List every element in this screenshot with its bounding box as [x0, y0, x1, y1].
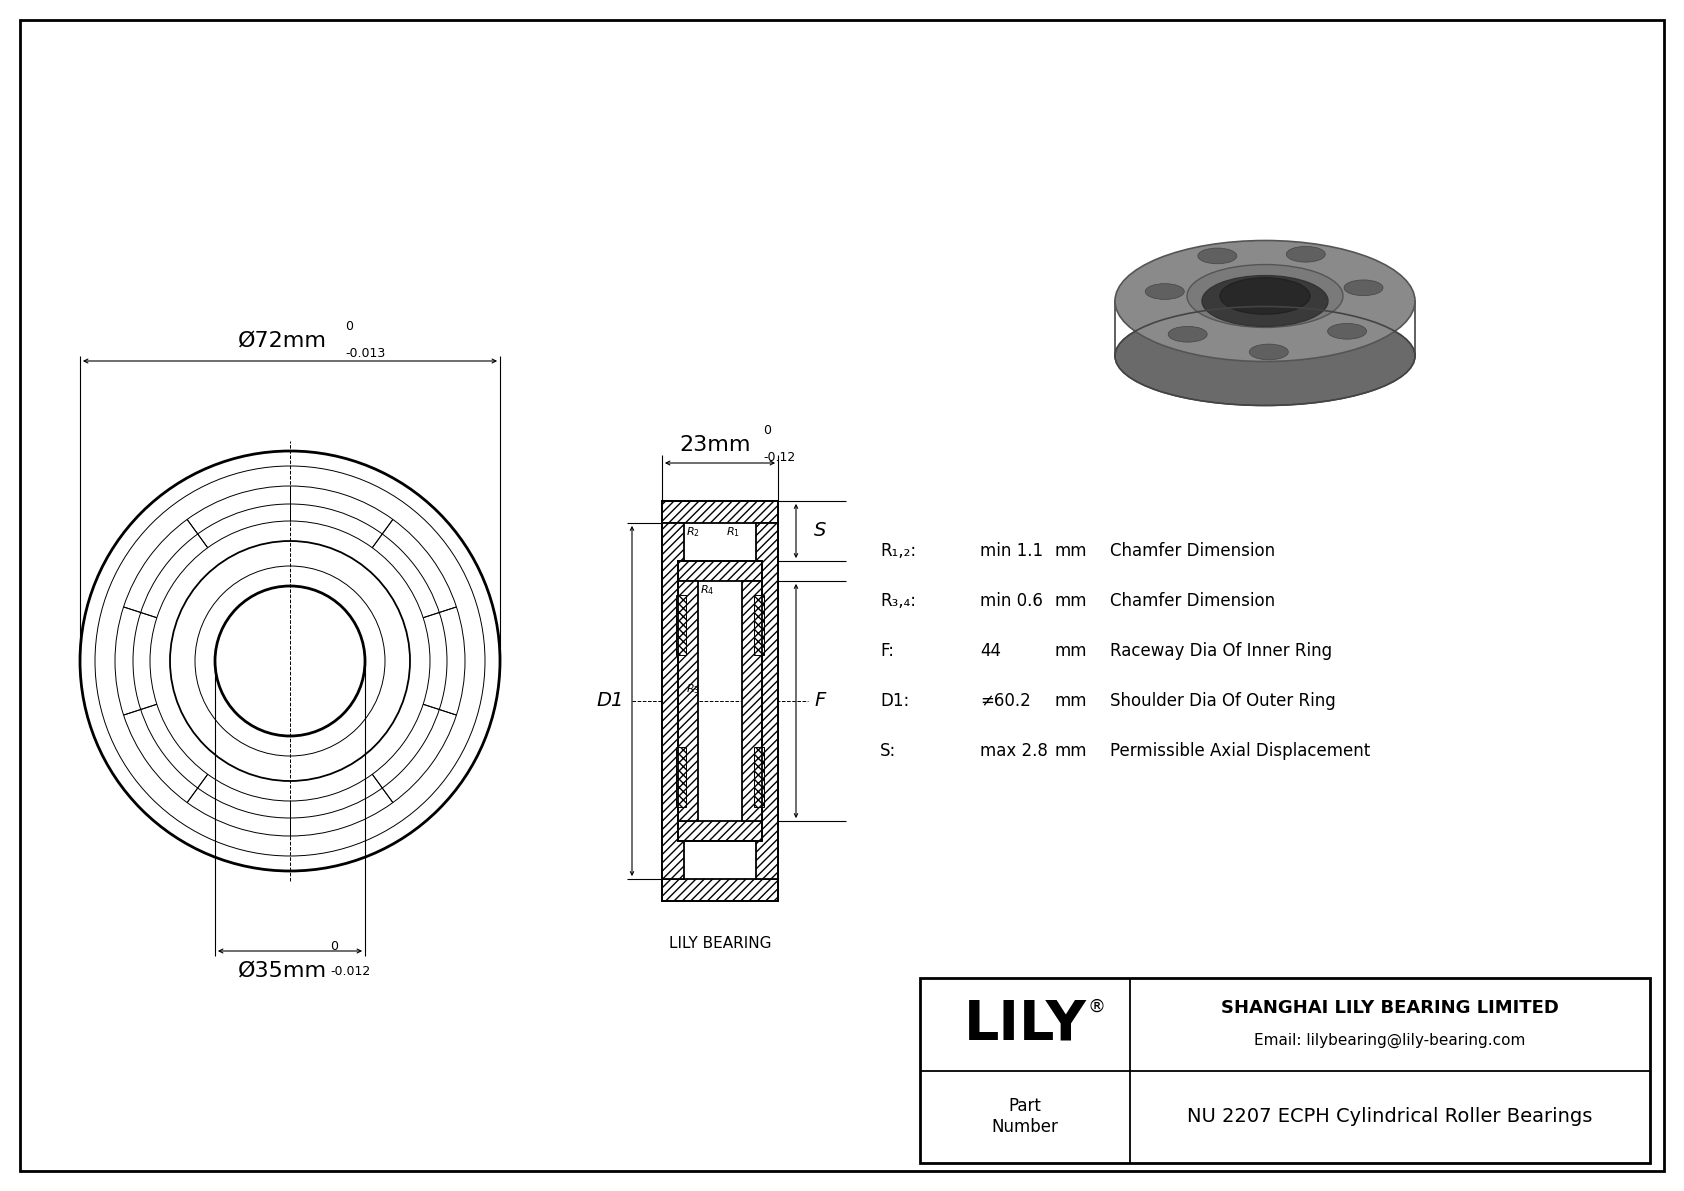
Text: F: F	[813, 692, 825, 711]
Text: R₁,₂:: R₁,₂:	[881, 542, 916, 560]
Text: ®: ®	[1086, 997, 1105, 1015]
Text: 0: 0	[330, 940, 338, 953]
Bar	[754, 747, 765, 807]
Text: Part
Number: Part Number	[992, 1097, 1059, 1136]
Text: D1: D1	[596, 692, 625, 711]
Text: $R_4$: $R_4$	[701, 584, 714, 597]
Text: R₃,₄:: R₃,₄:	[881, 592, 916, 610]
Bar	[679, 561, 761, 581]
Text: Permissible Axial Displacement: Permissible Axial Displacement	[1110, 742, 1371, 760]
Ellipse shape	[1187, 264, 1344, 328]
Text: $R_1$: $R_1$	[726, 525, 739, 538]
Bar	[919, 978, 1650, 1162]
Bar	[662, 501, 778, 902]
Text: SHANGHAI LILY BEARING LIMITED: SHANGHAI LILY BEARING LIMITED	[1221, 999, 1559, 1017]
Bar	[756, 523, 778, 879]
Text: 44: 44	[980, 642, 1000, 660]
Bar	[679, 821, 761, 841]
Text: mm: mm	[1054, 692, 1088, 710]
Text: 0: 0	[763, 424, 771, 437]
Text: -0.012: -0.012	[330, 965, 370, 978]
Text: $R_2$: $R_2$	[685, 525, 701, 538]
Ellipse shape	[1219, 278, 1310, 314]
Text: max 2.8: max 2.8	[980, 742, 1047, 760]
Text: $R_3$: $R_3$	[685, 682, 701, 696]
Bar	[675, 747, 685, 807]
Text: mm: mm	[1054, 642, 1088, 660]
Bar	[743, 581, 761, 821]
Text: LILY BEARING: LILY BEARING	[669, 936, 771, 950]
Text: mm: mm	[1054, 742, 1088, 760]
Text: Chamfer Dimension: Chamfer Dimension	[1110, 542, 1275, 560]
Ellipse shape	[1344, 280, 1383, 295]
Bar	[754, 596, 765, 655]
Text: -0.013: -0.013	[345, 347, 386, 360]
Ellipse shape	[1197, 248, 1236, 263]
Text: min 1.1: min 1.1	[980, 542, 1042, 560]
Text: Ø72mm: Ø72mm	[237, 331, 327, 351]
Text: Chamfer Dimension: Chamfer Dimension	[1110, 592, 1275, 610]
Text: 0: 0	[345, 320, 354, 333]
Text: Shoulder Dia Of Outer Ring: Shoulder Dia Of Outer Ring	[1110, 692, 1335, 710]
Text: NU 2207 ECPH Cylindrical Roller Bearings: NU 2207 ECPH Cylindrical Roller Bearings	[1187, 1108, 1593, 1127]
Ellipse shape	[1115, 241, 1415, 362]
Bar	[679, 561, 761, 841]
Bar	[675, 596, 685, 655]
Ellipse shape	[1250, 344, 1288, 360]
Ellipse shape	[1145, 283, 1184, 299]
Text: S: S	[813, 522, 827, 541]
Ellipse shape	[1287, 247, 1325, 262]
Text: min 0.6: min 0.6	[980, 592, 1042, 610]
Text: LILY: LILY	[963, 997, 1086, 1052]
Bar	[662, 879, 778, 902]
Text: mm: mm	[1054, 592, 1088, 610]
Bar	[662, 501, 778, 523]
Text: 23mm: 23mm	[679, 435, 751, 455]
Text: D1:: D1:	[881, 692, 909, 710]
Ellipse shape	[1169, 326, 1207, 342]
Text: S:: S:	[881, 742, 896, 760]
Text: ≠60.2: ≠60.2	[980, 692, 1031, 710]
Text: mm: mm	[1054, 542, 1088, 560]
Ellipse shape	[1202, 275, 1329, 326]
Bar	[679, 581, 697, 821]
Ellipse shape	[1327, 324, 1367, 339]
Ellipse shape	[1115, 306, 1415, 405]
Text: F:: F:	[881, 642, 894, 660]
Text: Raceway Dia Of Inner Ring: Raceway Dia Of Inner Ring	[1110, 642, 1332, 660]
Text: -0.12: -0.12	[763, 451, 795, 464]
Text: Email: lilybearing@lily-bearing.com: Email: lilybearing@lily-bearing.com	[1255, 1033, 1526, 1048]
Text: Ø35mm: Ø35mm	[237, 961, 327, 981]
Bar	[662, 523, 684, 879]
